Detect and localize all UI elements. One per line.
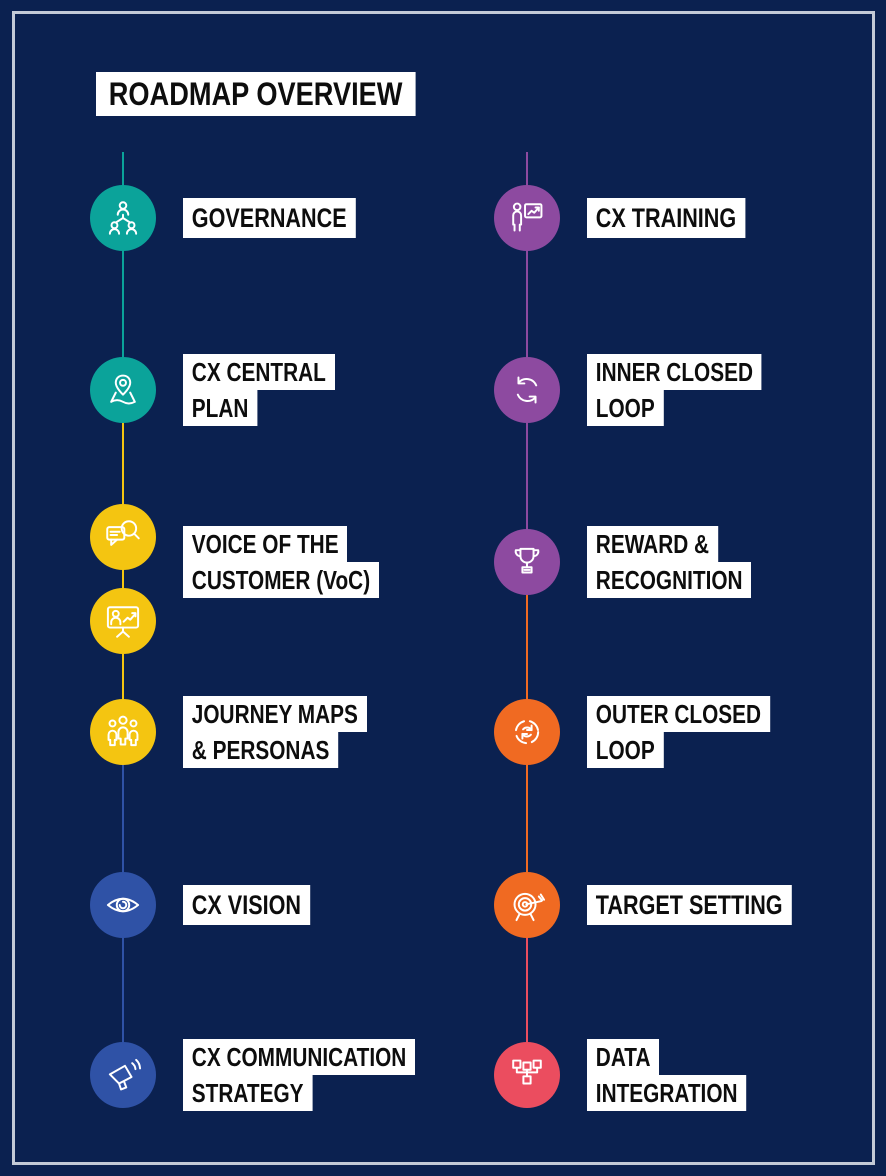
item-label-text: CX CENTRAL [183, 354, 335, 390]
item-label-text: GOVERNANCE [183, 198, 356, 238]
feedback-search-icon [106, 520, 140, 546]
item-label-line: STRATEGY [183, 1075, 473, 1111]
item-label-text: PLAN [183, 390, 258, 426]
item-label-text: & PERSONAS [183, 732, 339, 768]
cx-training-label: CX TRAINING [587, 198, 785, 238]
outer-closed-loop-label: OUTER CLOSED LOOP [587, 696, 816, 768]
megaphone-icon [108, 1058, 142, 1091]
item-label-text: LOOP [587, 390, 664, 426]
target-setting-label: TARGET SETTING [587, 885, 843, 925]
item-label-text: JOURNEY MAPS [183, 696, 367, 732]
item-label-text: VOICE OF THE [183, 526, 348, 562]
timeline-segment-right-2 [526, 905, 528, 1075]
governance-circle [90, 185, 156, 251]
item-label-line: & PERSONAS [183, 732, 413, 768]
item-label-line: LOOP [587, 732, 816, 768]
item-label-text: REWARD & [587, 526, 718, 562]
cx-training-circle [494, 185, 560, 251]
item-label-line: CX COMMUNICATION [183, 1039, 473, 1075]
data-integration-label: DATA INTEGRATION [587, 1039, 786, 1111]
item-label-text: TARGET SETTING [587, 885, 792, 925]
item-label-text: CX TRAINING [587, 198, 745, 238]
item-label-line: VOICE OF THE [183, 526, 428, 562]
item-label-text: LOOP [587, 732, 664, 768]
page-title-text: ROADMAP OVERVIEW [96, 72, 416, 116]
voice-of-the-customer-circle-2 [90, 588, 156, 654]
item-label-line: JOURNEY MAPS [183, 696, 413, 732]
outer-closed-loop-circle [494, 699, 560, 765]
item-label-text: INTEGRATION [587, 1075, 747, 1111]
outer-loop-icon [514, 719, 540, 745]
item-label-line: INTEGRATION [587, 1075, 786, 1111]
item-label-line: INNER CLOSED [587, 354, 805, 390]
presentation-icon [106, 606, 140, 638]
people-group-icon [107, 715, 139, 747]
item-label-text: CUSTOMER (VoC) [183, 562, 379, 598]
page-title: ROADMAP OVERVIEW [96, 72, 472, 116]
refresh-icon [516, 376, 538, 404]
item-label-line: DATA [587, 1039, 786, 1075]
item-label-text: RECOGNITION [587, 562, 752, 598]
cx-central-plan-circle [90, 357, 156, 423]
item-label-line: PLAN [183, 390, 373, 426]
journey-maps-personas-label: JOURNEY MAPS & PERSONAS [183, 696, 413, 768]
trainer-icon [512, 202, 543, 232]
eye-icon [106, 897, 140, 913]
item-label-line: REWARD & [587, 526, 792, 562]
reward-recognition-label: REWARD & RECOGNITION [587, 526, 792, 598]
item-label-line: CUSTOMER (VoC) [183, 562, 428, 598]
item-label-line: RECOGNITION [587, 562, 792, 598]
journey-maps-personas-circle [90, 699, 156, 765]
target-icon [513, 892, 546, 922]
reward-recognition-circle [494, 529, 560, 595]
item-label-text: INNER CLOSED [587, 354, 762, 390]
target-setting-circle [494, 872, 560, 938]
item-label-line: LOOP [587, 390, 805, 426]
org-chart-icon [108, 201, 138, 235]
cx-vision-label: CX VISION [183, 885, 342, 925]
voice-of-the-customer-label: VOICE OF THE CUSTOMER (VoC) [183, 526, 428, 598]
timeline-segment-left-0 [122, 152, 124, 390]
cx-vision-circle [90, 872, 156, 938]
cx-communication-strategy-label: CX COMMUNICATION STRATEGY [183, 1039, 473, 1111]
item-label-line: TARGET SETTING [587, 885, 843, 925]
item-label-line: CX CENTRAL [183, 354, 373, 390]
item-label-text: CX COMMUNICATION [183, 1039, 416, 1075]
item-label-line: CX VISION [183, 885, 342, 925]
cx-communication-strategy-circle [90, 1042, 156, 1108]
item-label-line: CX TRAINING [587, 198, 785, 238]
trophy-icon [514, 547, 540, 574]
sitemap-icon [512, 1059, 542, 1085]
data-integration-circle [494, 1042, 560, 1108]
voice-of-the-customer-circle-1 [90, 504, 156, 570]
item-label-text: OUTER CLOSED [587, 696, 770, 732]
item-label-text: CX VISION [183, 885, 310, 925]
item-label-line: OUTER CLOSED [587, 696, 816, 732]
item-label-line: GOVERNANCE [183, 198, 399, 238]
inner-closed-loop-circle [494, 357, 560, 423]
inner-closed-loop-label: INNER CLOSED LOOP [587, 354, 805, 426]
map-pin-icon [110, 374, 136, 405]
item-label-text: STRATEGY [183, 1075, 313, 1111]
item-label-text: DATA [587, 1039, 660, 1075]
governance-label: GOVERNANCE [183, 198, 399, 238]
cx-central-plan-label: CX CENTRAL PLAN [183, 354, 373, 426]
